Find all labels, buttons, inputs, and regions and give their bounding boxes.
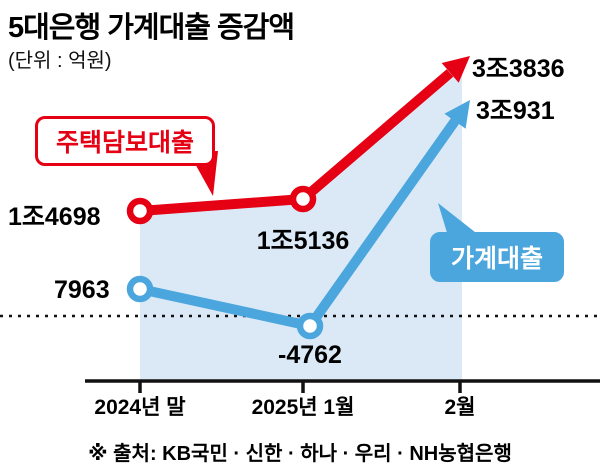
household-loans-arrowhead-icon bbox=[444, 100, 470, 129]
unit-label: (단위 : 억원) bbox=[8, 50, 112, 72]
mortgage-point-marker bbox=[289, 185, 317, 213]
chart-title: 5대은행 가계대출 증감액 bbox=[8, 12, 295, 44]
mortgage-value-jan2025: 1조5136 bbox=[256, 227, 350, 255]
household-point-marker bbox=[296, 312, 324, 340]
household-point-marker bbox=[126, 275, 154, 303]
household-series-label: 가계대출 bbox=[430, 232, 565, 282]
mortgage-value-feb2025: 3조3836 bbox=[472, 55, 565, 83]
household-value-2024: 7963 bbox=[54, 276, 110, 304]
x-axis-label-jan2025: 2025년 1월 bbox=[251, 396, 355, 419]
mortgage-arrowhead-icon bbox=[441, 56, 470, 83]
household-value-feb2025: 3조931 bbox=[476, 97, 555, 125]
mortgage-value-2024: 1조4698 bbox=[8, 203, 101, 231]
household-value-jan2025: -4762 bbox=[278, 341, 342, 369]
source-note: ※ 출처: KB국민 · 신한 · 하나 · 우리 · NH농협은행 bbox=[88, 443, 512, 465]
x-axis-label-feb2025: 2월 bbox=[444, 396, 476, 419]
mortgage-series-label: 주택담보대출 bbox=[35, 116, 216, 166]
household-callout-tail bbox=[438, 203, 480, 236]
mortgage-point-marker bbox=[126, 197, 154, 225]
x-axis-label-2024: 2024년 말 bbox=[94, 396, 186, 419]
